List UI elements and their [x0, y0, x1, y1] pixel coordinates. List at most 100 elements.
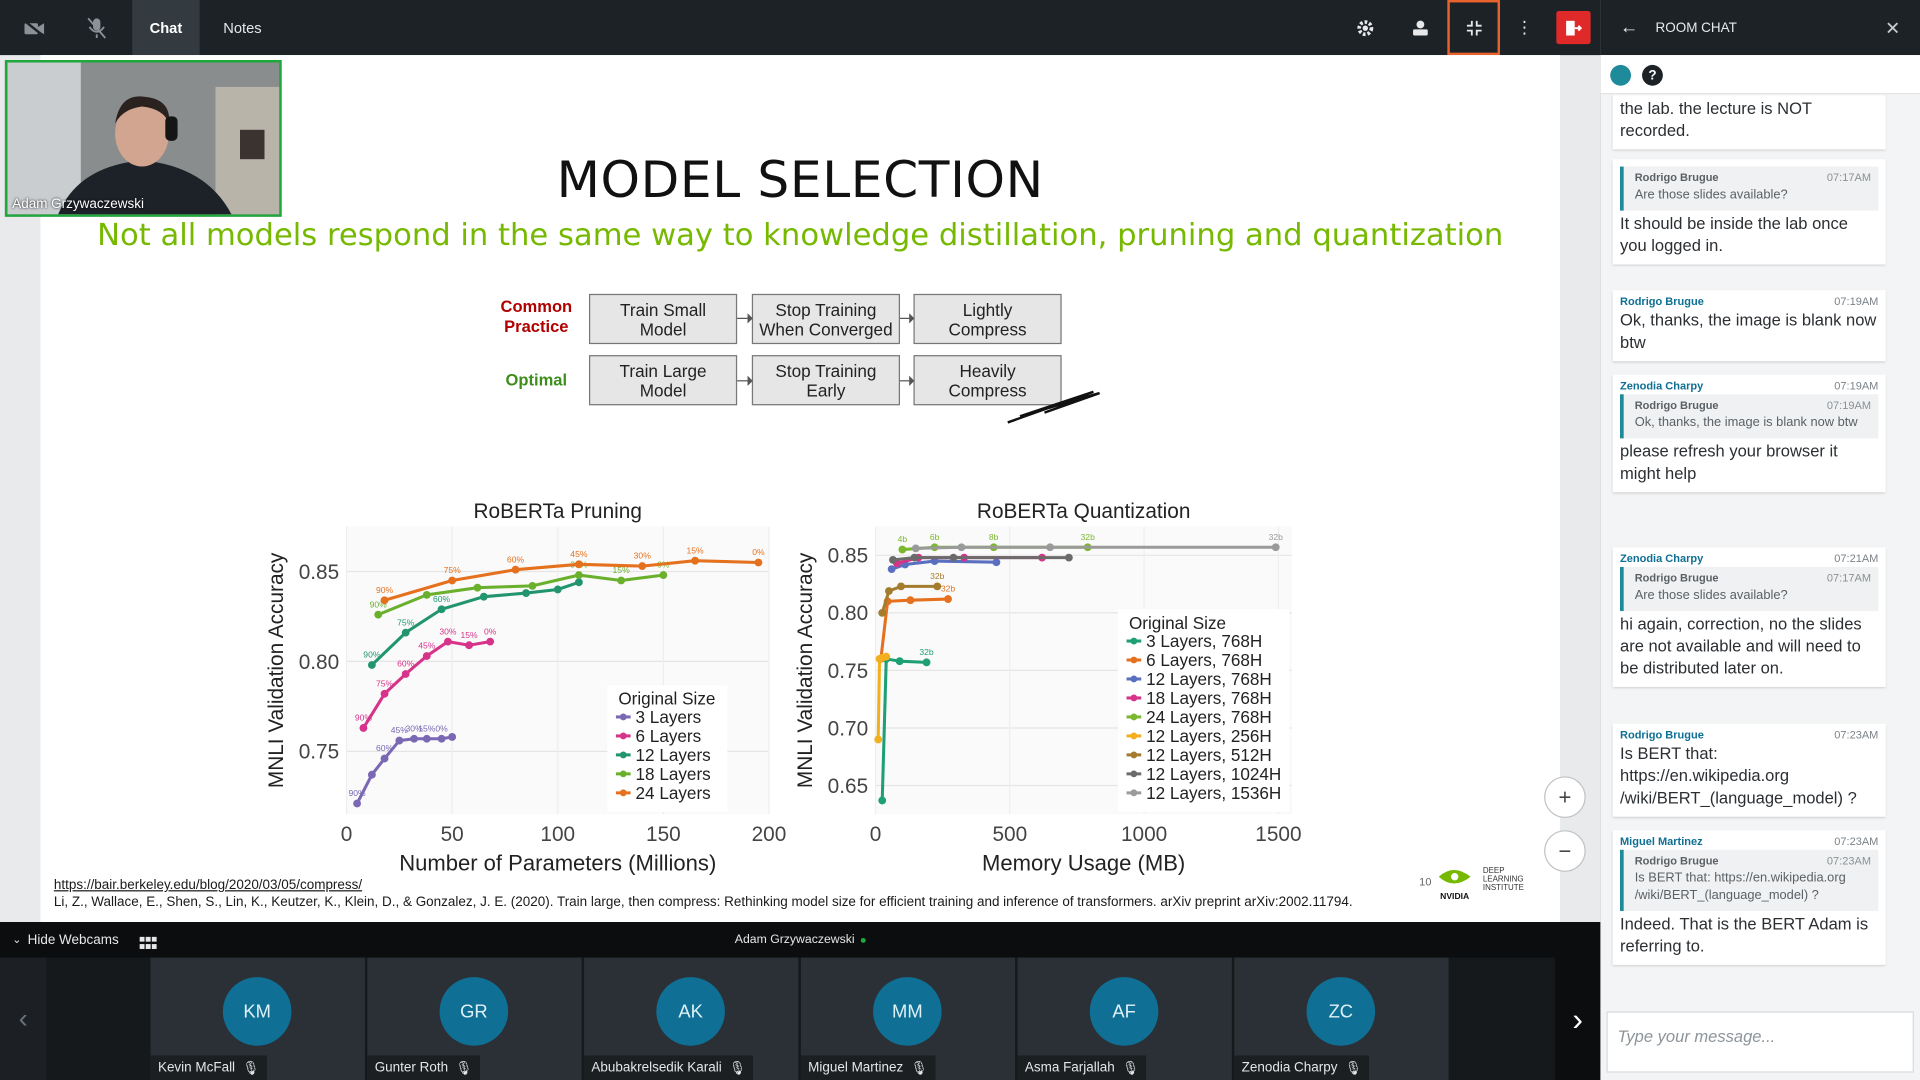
- data-point: [574, 578, 583, 587]
- chat-bot-icon[interactable]: [1610, 64, 1632, 86]
- chat-header: ← ROOM CHAT ✕: [1600, 0, 1920, 56]
- tab-chat[interactable]: Chat: [132, 0, 200, 56]
- flow-arrows: [737, 313, 1101, 424]
- data-label: 45%: [570, 549, 588, 559]
- hide-webcams-button[interactable]: ⌄ Hide Webcams: [12, 922, 118, 958]
- row-label-common: Common Practice: [500, 297, 573, 336]
- y-tick-label: 0.75: [299, 741, 339, 764]
- message-time: 07:21AM: [1834, 552, 1879, 565]
- close-icon[interactable]: ✕: [1885, 17, 1901, 39]
- flow-box: Lightly Compress: [913, 293, 1062, 345]
- scroll-right-button[interactable]: ›: [1555, 957, 1601, 1080]
- grid-view-icon[interactable]: [139, 933, 157, 955]
- quoted-message: Rodrigo Brugue 07:23AM Is BERT that: http…: [1620, 849, 1879, 912]
- chart-title: RoBERTa Pruning: [474, 500, 642, 523]
- avatar: MM: [873, 977, 942, 1046]
- legend-box: [607, 685, 728, 812]
- chat-messages: the lab. the lecture is NOT recorded. Ro…: [1600, 95, 1920, 1009]
- presenter-icon[interactable]: [1393, 0, 1447, 55]
- data-point: [380, 754, 389, 763]
- participant-name: Asma Farjallah: [1024, 1060, 1115, 1076]
- settings-icon[interactable]: [1338, 0, 1392, 55]
- participant-tile[interactable]: GR Gunter Roth 🎙︎: [367, 957, 582, 1080]
- data-point: [367, 770, 376, 779]
- zoom-out-button[interactable]: −: [1544, 830, 1586, 872]
- message-time: 07:19AM: [1834, 295, 1879, 308]
- legend-entry: 12 Layers, 512H: [1146, 745, 1272, 765]
- chat-message-input[interactable]: Type your message...: [1606, 1011, 1914, 1073]
- chart-title: RoBERTa Quantization: [977, 500, 1190, 523]
- participant-tile[interactable]: ZC Zenodia Charpy 🎙︎: [1234, 957, 1449, 1080]
- x-tick-label: 150: [646, 823, 681, 846]
- data-point: [1064, 553, 1073, 562]
- data-point: [889, 555, 897, 564]
- legend-marker: [1130, 675, 1138, 683]
- data-point: [479, 592, 488, 601]
- legend-entry: 12 Layers, 1536H: [1146, 783, 1281, 803]
- reference-link[interactable]: https://bair.berkeley.edu/blog/2020/03/0…: [53, 877, 363, 893]
- data-label: 32b: [930, 571, 945, 581]
- legend-marker: [619, 789, 627, 797]
- participant-name: Zenodia Charpy: [1241, 1060, 1338, 1076]
- data-label: 32b: [1081, 532, 1096, 542]
- data-point: [659, 571, 668, 580]
- camera-off-icon[interactable]: [7, 0, 61, 55]
- y-tick-label: 0.80: [828, 602, 868, 625]
- participant-tile[interactable]: KM Kevin McFall 🎙︎: [150, 957, 365, 1080]
- data-label: 75%: [397, 617, 415, 627]
- tab-notes[interactable]: Notes: [223, 18, 262, 37]
- x-tick-label: 0: [341, 823, 353, 846]
- mic-off-icon[interactable]: [70, 0, 124, 55]
- participant-tile[interactable]: AK Abubakrelsedik Karali 🎙︎: [584, 957, 799, 1080]
- webcam-video: [7, 62, 280, 215]
- data-point: [465, 641, 473, 650]
- data-point: [553, 585, 562, 594]
- data-point: [574, 571, 583, 580]
- participant-tile[interactable]: MM Miguel Martinez 🎙︎: [800, 957, 1016, 1080]
- minimize-icon[interactable]: [1447, 0, 1501, 56]
- x-tick-label: 50: [441, 823, 464, 846]
- data-point: [367, 661, 376, 669]
- quoted-message: Rodrigo Brugue 07:17AM Are those slides a…: [1620, 566, 1879, 612]
- data-point: [874, 735, 883, 744]
- scroll-left-button[interactable]: ‹: [0, 957, 47, 1080]
- series-line: [915, 545, 1276, 550]
- help-icon[interactable]: ?: [1642, 64, 1663, 86]
- legend-entry: 18 Layers, 768H: [1146, 688, 1272, 708]
- message-time: 07:23AM: [1834, 835, 1879, 848]
- chat-toolbar: ?: [1600, 55, 1920, 95]
- message-author: Rodrigo Brugue: [1620, 728, 1704, 741]
- slide-subtitle: Not all models respond in the same way t…: [97, 216, 1504, 253]
- avatar: AK: [656, 977, 725, 1046]
- series-line: [880, 657, 927, 801]
- y-tick-label: 0.85: [828, 545, 868, 568]
- message-text: Is BERT that: https://en.wikipedia.org /…: [1620, 744, 1857, 807]
- legend-marker: [1130, 732, 1138, 740]
- zoom-in-button[interactable]: +: [1544, 776, 1586, 818]
- data-point: [895, 657, 904, 666]
- chat-message: Rodrigo Brugue 07:19AM Ok, thanks, the im…: [1612, 290, 1886, 362]
- chat-title: ROOM CHAT: [1655, 20, 1737, 35]
- chart-quantization: RoBERTa Quantization 0.65 0.70 0.75 0.80 0.85…: [794, 500, 1302, 876]
- data-label: 60%: [433, 594, 451, 604]
- back-arrow-icon[interactable]: ←: [1620, 17, 1639, 38]
- quote-time: 07:23AM: [1826, 854, 1872, 867]
- data-point: [486, 637, 495, 646]
- data-point: [933, 582, 942, 591]
- quoted-message: Rodrigo Brugue 07:19AM Ok, thanks, the im…: [1620, 394, 1879, 439]
- x-tick-label: 200: [752, 823, 787, 846]
- legend-marker: [1130, 751, 1138, 759]
- mic-off-icon: 🎙︎: [455, 1061, 473, 1076]
- message-time: 07:19AM: [1834, 379, 1879, 392]
- presenter-webcam[interactable]: Adam Grzywaczewski: [4, 60, 282, 217]
- mic-off-icon: 🎙︎: [729, 1061, 747, 1076]
- message-text: hi again, correction, no the slides are …: [1620, 614, 1862, 678]
- data-label: 32b: [919, 647, 934, 657]
- message-time: 07:23AM: [1834, 728, 1879, 741]
- leave-icon[interactable]: [1556, 11, 1591, 45]
- participant-strip: ‹ KM Kevin McFall 🎙︎ GR Gunter Roth 🎙︎ AK Abu…: [0, 957, 1601, 1080]
- more-icon[interactable]: ⋮: [1515, 17, 1534, 37]
- data-point: [885, 587, 893, 595]
- quote-author: Rodrigo Brugue: [1634, 171, 1719, 184]
- participant-tile[interactable]: AF Asma Farjallah 🎙︎: [1017, 957, 1232, 1080]
